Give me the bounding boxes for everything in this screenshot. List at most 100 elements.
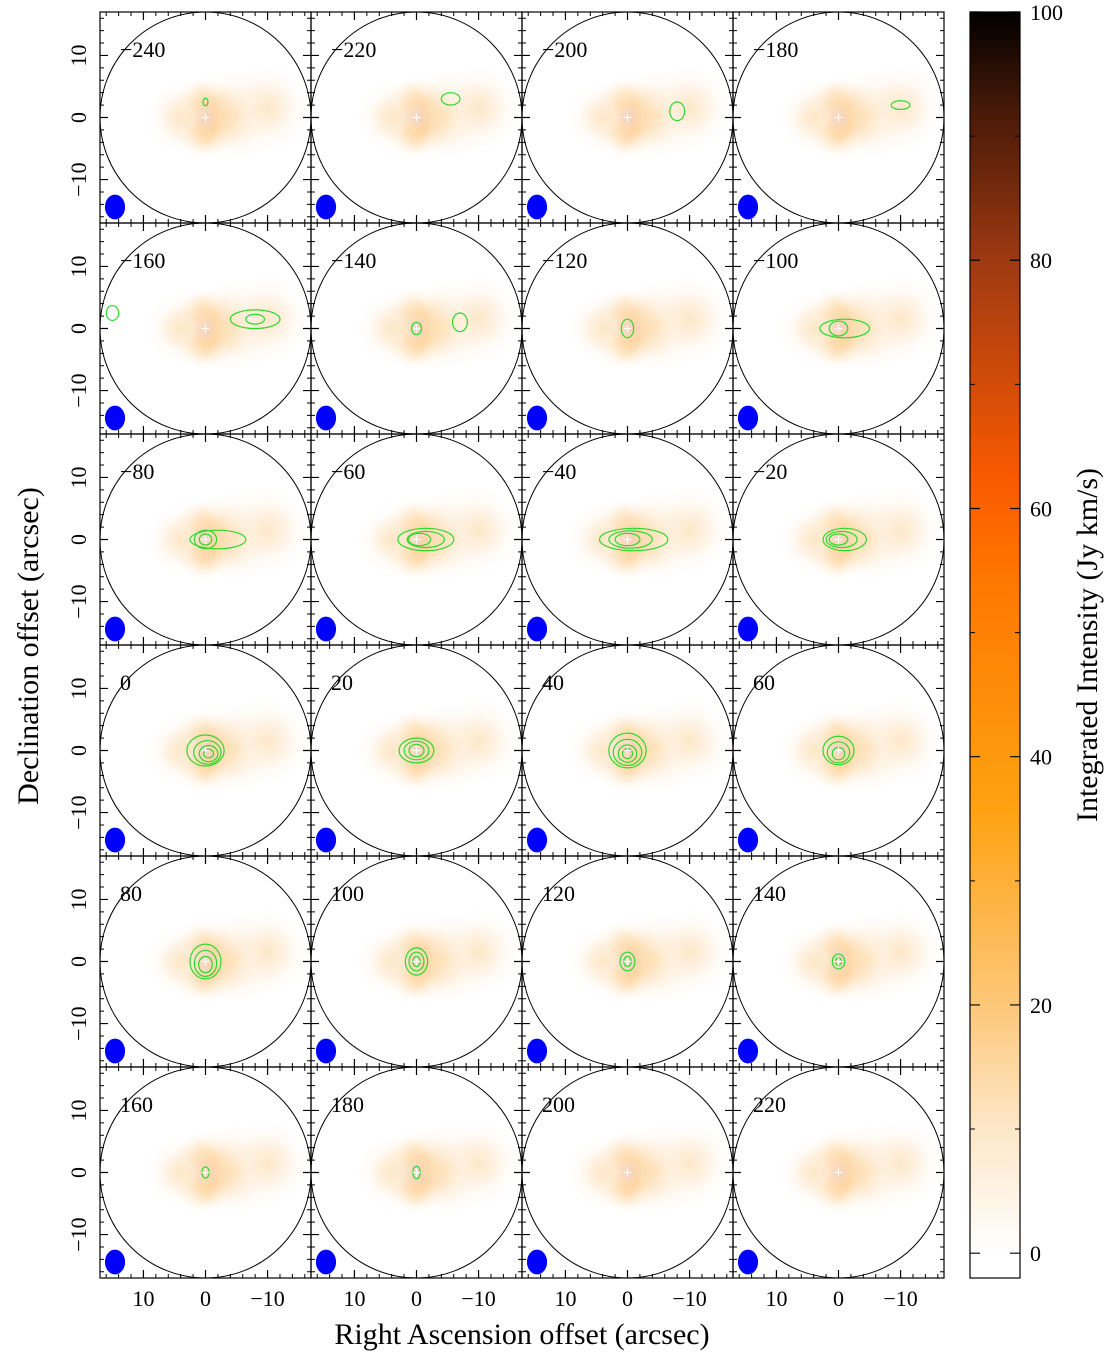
minor-tick [522,856,733,1067]
colorbar-tick-label: 80 [1030,248,1052,273]
y-axis-label: Declination offset (arcsec) [12,487,45,805]
minor-tick [522,1067,733,1278]
panel-label: −100 [753,248,798,273]
contour [404,947,429,976]
source-marker [201,535,210,544]
minor-tick [733,12,944,223]
panel-label: 220 [753,1092,786,1117]
contour [198,533,213,546]
minor-tick [733,223,944,434]
panel-label: 160 [120,1092,153,1117]
source-marker [201,957,210,966]
minor-tick [100,856,311,1067]
minor-tick [311,856,522,1067]
minor-tick [311,223,522,434]
minor-tick [311,645,522,856]
minor-tick [733,12,944,223]
minor-tick [733,12,944,223]
minor-tick [733,12,944,223]
panel: 60 [732,644,945,857]
source-marker [412,324,421,333]
x-tick-label: 10 [554,1286,576,1311]
minor-tick [522,12,733,223]
contour [245,313,266,325]
minor-tick [311,434,522,645]
panel-label: 100 [331,881,364,906]
minor-tick [100,223,311,434]
source-marker [412,535,421,544]
minor-tick [522,1067,733,1278]
minor-tick [733,12,944,223]
minor-tick [100,223,311,434]
minor-tick [311,12,522,223]
minor-tick [522,434,733,645]
minor-tick [733,645,944,856]
contour [408,743,425,758]
minor-tick [733,1067,944,1278]
beam [526,1038,548,1064]
minor-tick [733,434,944,645]
minor-tick [522,645,733,856]
minor-tick [522,645,733,856]
minor-tick [733,1067,944,1278]
beam [737,1038,759,1064]
minor-tick [522,223,733,434]
minor-tick [100,223,311,434]
emission-component [854,694,944,788]
panel: 160 10 0 −10 −10 0 10 [66,1066,312,1311]
minor-tick [522,223,733,434]
source-marker [623,324,632,333]
minor-tick [733,856,944,1067]
y-tick-label: 10 [66,44,91,66]
minor-tick [100,12,311,223]
minor-tick [100,434,311,645]
minor-tick [522,434,733,645]
minor-tick [733,434,944,645]
panel-label: 0 [120,670,131,695]
minor-tick [311,645,522,856]
minor-tick [522,223,733,434]
minor-tick [311,856,522,1067]
x-tick-label: 10 [343,1286,365,1311]
emission-component [643,272,733,366]
beam [315,1249,337,1275]
colorbar-label: Integrated Intensity (Jy km/s) [1071,468,1104,822]
minor-tick [522,645,733,856]
minor-tick [733,856,944,1067]
contour [193,529,218,550]
minor-tick [733,223,944,434]
emission-component [854,61,944,155]
panel-label: 40 [542,670,564,695]
minor-tick [522,12,733,223]
beam [315,1038,337,1064]
minor-tick [733,856,944,1067]
minor-tick [522,856,733,1067]
panel-label: 20 [331,670,353,695]
minor-tick [311,223,522,434]
beam [104,405,126,431]
minor-tick [522,223,733,434]
minor-tick [311,12,522,223]
minor-tick [733,223,944,434]
emission-component [143,502,218,577]
minor-tick [311,223,522,434]
minor-tick [522,12,733,223]
contour [407,532,432,547]
source-marker [201,324,210,333]
contour [202,97,209,107]
minor-tick [733,12,944,223]
minor-tick [522,223,733,434]
emission-component [354,713,429,788]
y-tick-label: 0 [66,956,91,967]
panel-label: −220 [331,37,376,62]
emission-component [432,694,522,788]
minor-tick [311,645,522,856]
minor-tick [733,645,944,856]
minor-tick [311,1067,522,1278]
minor-tick [311,1067,522,1278]
minor-tick [522,1067,733,1278]
contour [186,734,225,767]
emission-component [354,924,429,999]
minor-tick [733,645,944,856]
colorbar-tick-label: 60 [1030,496,1052,521]
